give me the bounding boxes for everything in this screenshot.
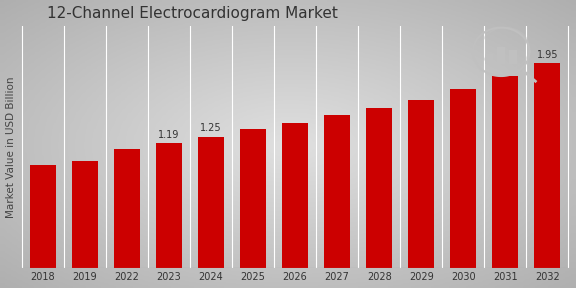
Bar: [485, 54, 493, 64]
Bar: [156, 143, 182, 268]
Text: 1.19: 1.19: [158, 130, 180, 140]
Bar: [114, 149, 140, 268]
Bar: [450, 89, 476, 268]
Bar: [509, 50, 517, 64]
Bar: [497, 47, 505, 64]
Bar: [282, 123, 308, 268]
Bar: [535, 63, 560, 268]
Bar: [30, 165, 56, 268]
Bar: [72, 161, 98, 268]
Text: 12-Channel Electrocardiogram Market: 12-Channel Electrocardiogram Market: [47, 5, 338, 20]
Text: 1.25: 1.25: [200, 123, 222, 133]
Bar: [324, 115, 350, 268]
Bar: [366, 108, 392, 268]
Text: 1.95: 1.95: [537, 50, 558, 60]
Y-axis label: Market Value in USD Billion: Market Value in USD Billion: [6, 76, 16, 218]
Bar: [240, 129, 266, 268]
Bar: [408, 100, 434, 268]
Bar: [492, 77, 518, 268]
Bar: [198, 137, 224, 268]
